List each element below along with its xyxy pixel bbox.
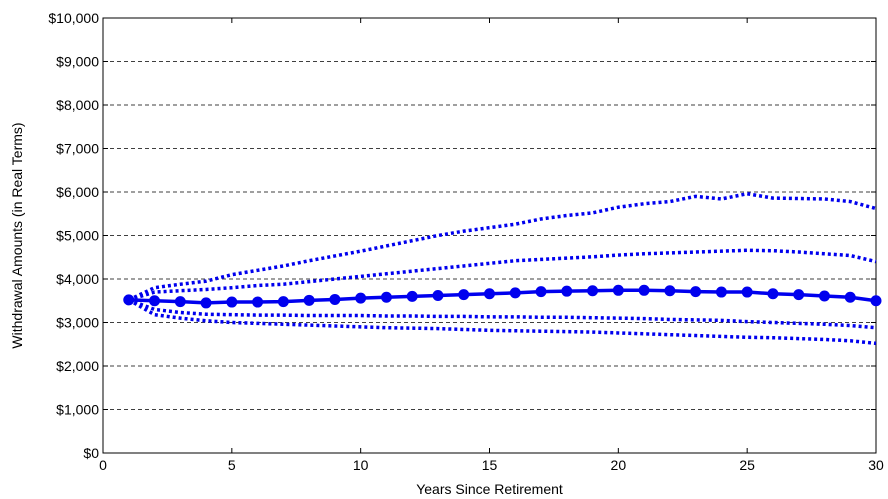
data-point: [329, 293, 341, 305]
data-point: [793, 289, 805, 301]
data-point: [149, 295, 161, 307]
x-tick-label: 15: [482, 457, 498, 473]
data-point: [638, 284, 650, 296]
y-gridlines: [103, 61, 876, 410]
y-tick-label: $5,000: [56, 228, 99, 244]
y-tick-label: $1,000: [56, 402, 99, 418]
data-point: [484, 288, 495, 300]
series-2: [128, 191, 877, 302]
x-tick-label: 30: [868, 457, 884, 473]
x-axis-ticks: 0 5 10 15 20 25 30: [99, 18, 884, 473]
data-point: [355, 292, 367, 304]
data-point: [509, 287, 521, 299]
y-axis-ticks: $0 $1,000 $2,000 $3,000 $4,000 $5,000 $6,000 $7…: [48, 10, 876, 461]
y-tick-label: $3,000: [56, 315, 99, 331]
y-tick-label: $6,000: [56, 184, 99, 200]
y-tick-label: $2,000: [56, 358, 99, 374]
series-line: [127, 298, 877, 346]
x-tick-label: 5: [228, 457, 236, 473]
x-tick-label: 10: [353, 457, 369, 473]
series-3: [128, 248, 877, 302]
series-line: [128, 248, 877, 302]
series-1: [123, 284, 882, 309]
data-point: [561, 285, 573, 297]
data-point: [715, 286, 727, 298]
y-axis-label: Withdrawal Amounts (in Real Terms): [9, 122, 25, 348]
series-line: [128, 288, 877, 305]
series-4: [128, 298, 877, 330]
data-point: [252, 296, 264, 308]
x-axis-label: Years Since Retirement: [416, 481, 563, 497]
data-point: [303, 294, 315, 306]
y-tick-label: $8,000: [56, 97, 99, 113]
y-tick-label: $10,000: [48, 10, 99, 26]
data-point: [587, 285, 599, 297]
x-tick-label: 20: [611, 457, 627, 473]
y-tick-label: $7,000: [56, 141, 99, 157]
x-tick-label: 0: [99, 457, 107, 473]
x-tick-label: 25: [739, 457, 755, 473]
y-tick-label: $9,000: [56, 54, 99, 70]
series-5: [127, 298, 877, 346]
data-point: [380, 291, 392, 303]
series-line: [128, 191, 877, 302]
data-point: [458, 289, 470, 301]
series-group: [123, 191, 882, 346]
data-point: [767, 288, 779, 300]
data-point: [664, 285, 676, 297]
data-point: [844, 291, 856, 303]
data-point: [612, 284, 624, 296]
data-point: [535, 286, 547, 298]
y-tick-label: $4,000: [56, 271, 99, 287]
data-point: [226, 296, 238, 308]
data-point: [741, 286, 753, 298]
data-point: [690, 286, 702, 298]
data-point: [406, 290, 418, 302]
y-tick-label: $0: [83, 445, 99, 461]
data-point: [870, 295, 882, 307]
data-point: [432, 290, 444, 302]
data-point: [818, 290, 830, 302]
data-point: [200, 297, 212, 309]
series-line: [128, 298, 877, 330]
data-point: [174, 296, 186, 308]
data-point: [277, 296, 289, 308]
